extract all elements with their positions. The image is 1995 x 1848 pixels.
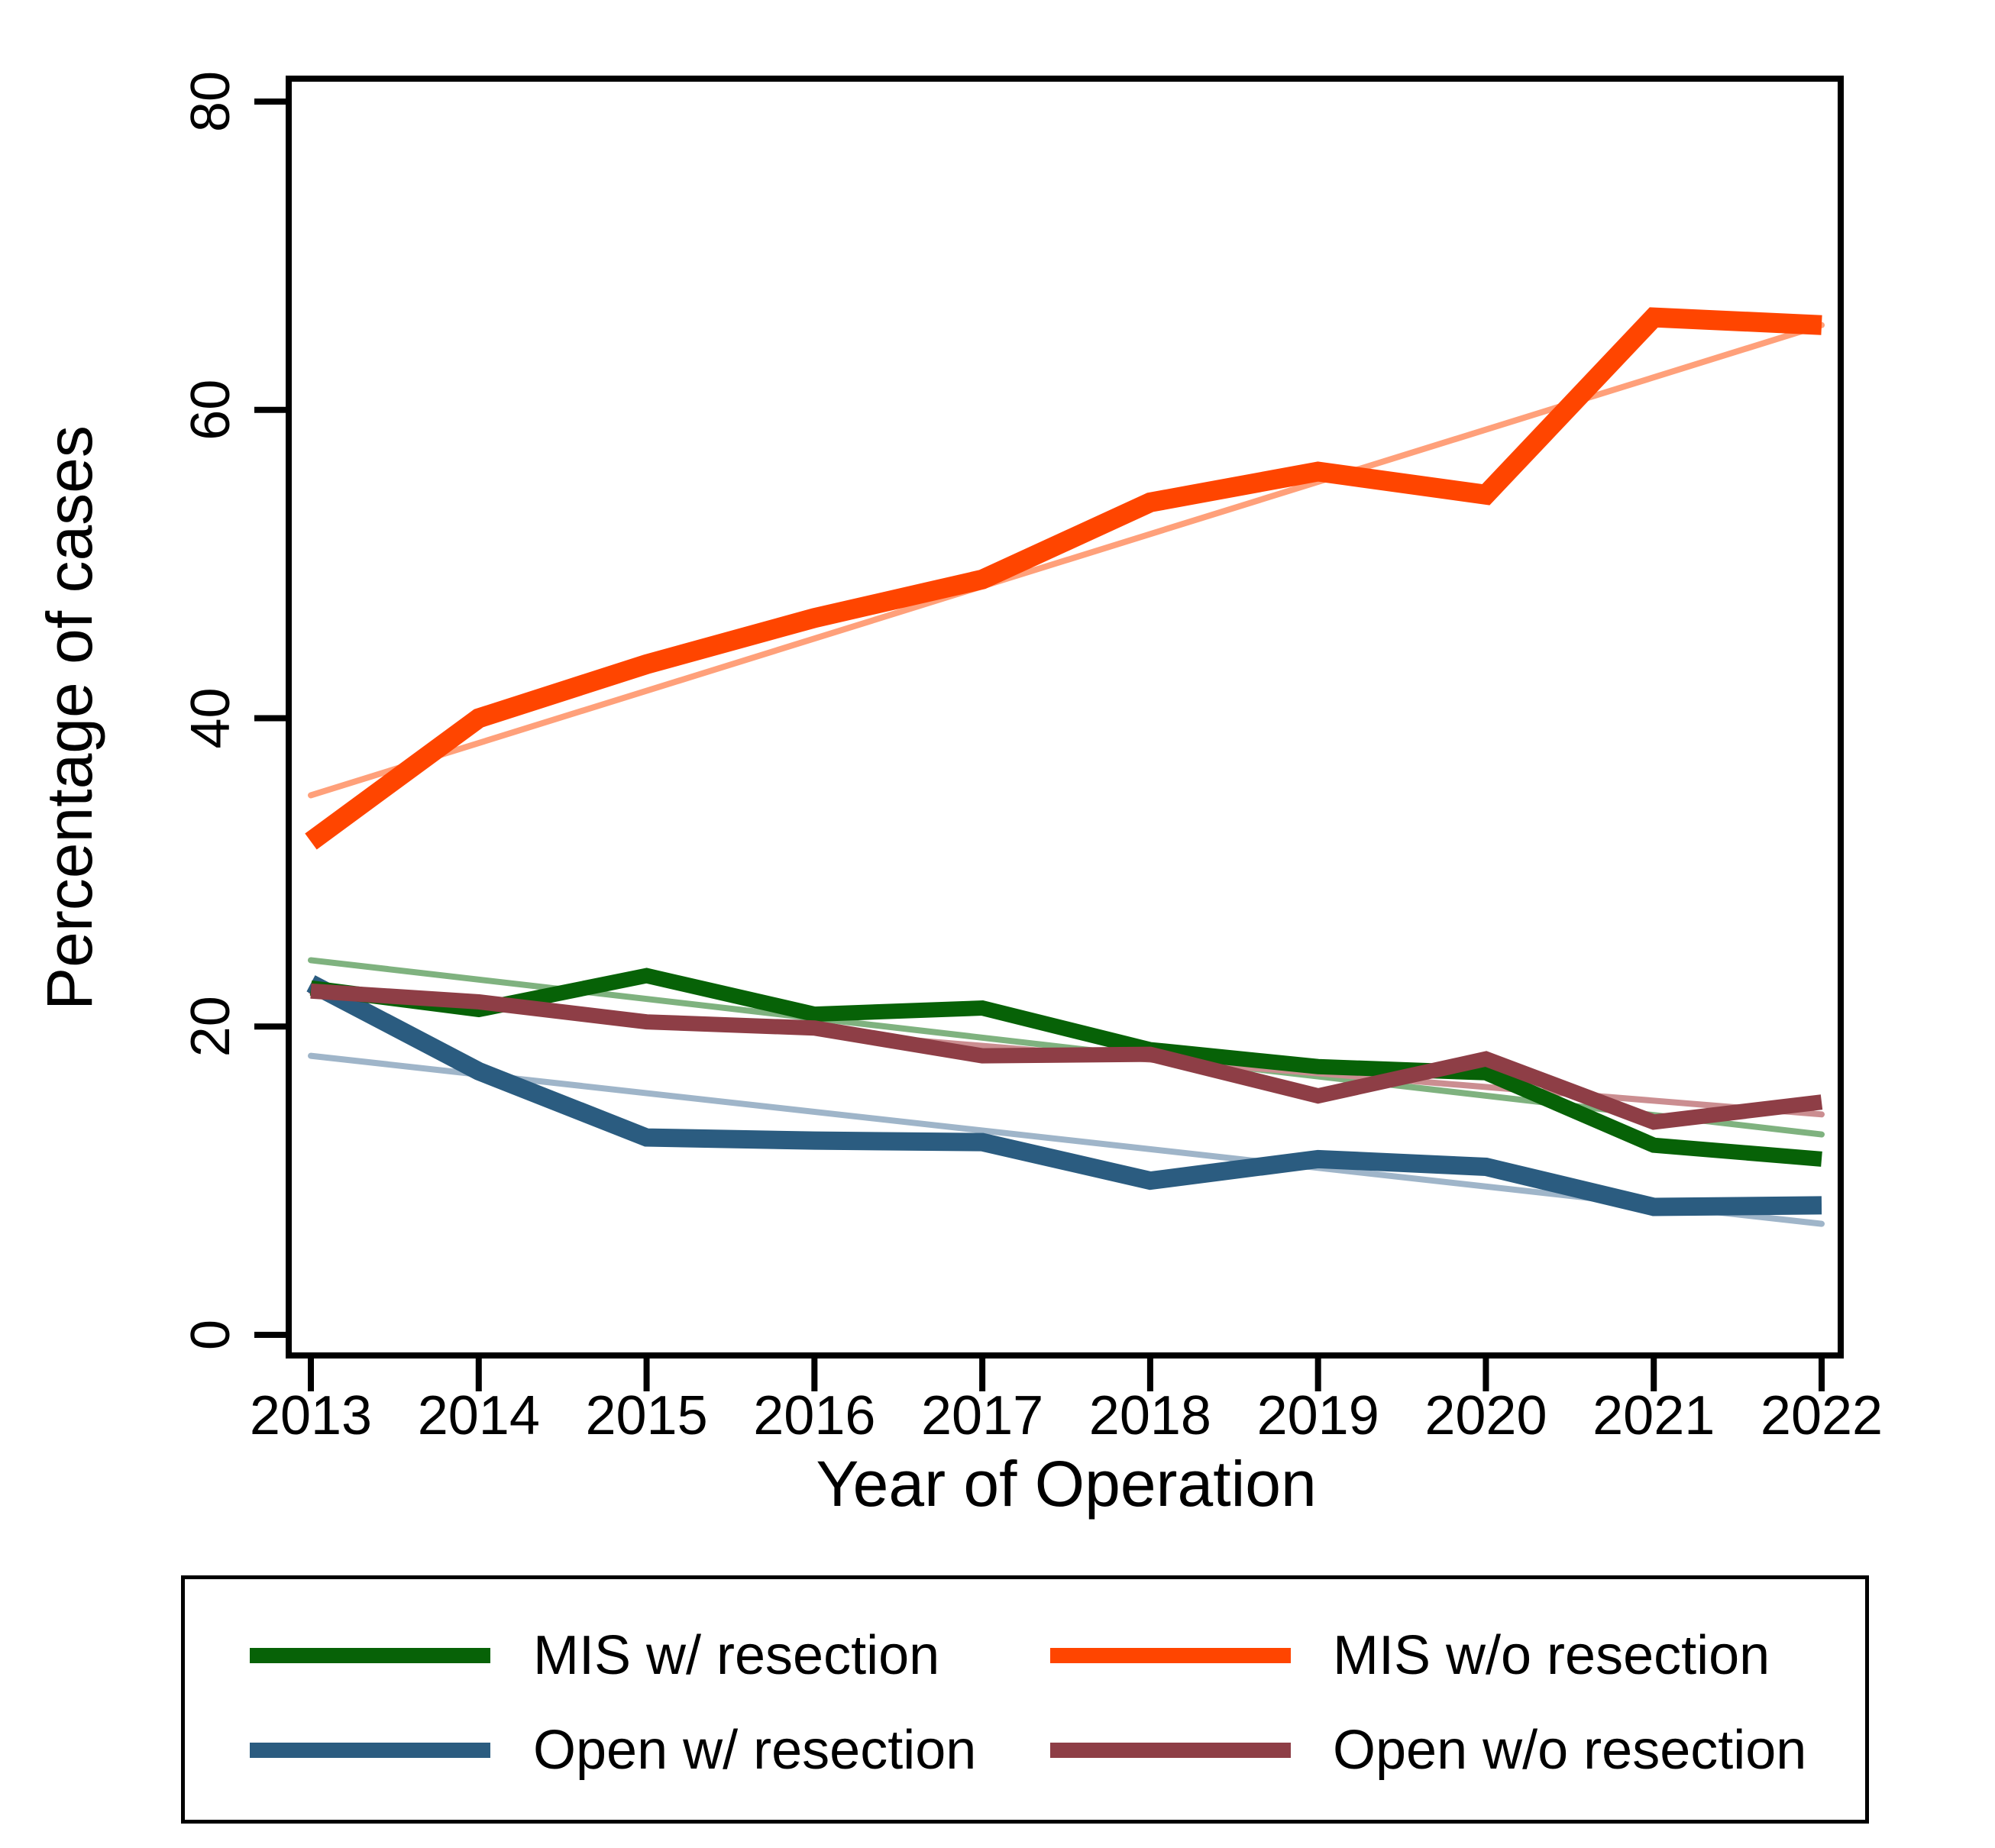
series-line-mis-w-resection	[309, 968, 1822, 1167]
y-tick-label: 0	[180, 1320, 241, 1350]
series-line-mis-w-o-resection	[305, 307, 1822, 850]
legend-swatch-open-w-resection	[250, 1743, 490, 1758]
x-tick-label: 2020	[1424, 1385, 1547, 1446]
legend: MIS w/ resection MIS w/o resection Open w/…	[181, 1575, 1869, 1824]
x-tick-label: 2016	[753, 1385, 875, 1446]
x-axis-title: Year of Operation	[816, 1448, 1316, 1520]
x-tick-label: 2021	[1592, 1385, 1715, 1446]
x-tick-label: 2015	[585, 1385, 707, 1446]
trend-line-mis-w-o-resection	[308, 321, 1825, 799]
y-tick-label: 20	[180, 996, 241, 1057]
y-tick-label: 80	[180, 71, 241, 132]
axis-tick-labels-group: 0 20 40 60 80 2013 2014 2015 2016 2017 2018 2019 202…	[180, 71, 1883, 1446]
x-tick-label: 2018	[1089, 1385, 1211, 1446]
legend-label-mis-w-o-resection: MIS w/o resection	[1333, 1625, 1770, 1686]
series-line-open-w-o-resection	[310, 983, 1823, 1130]
legend-label-open-w-o-resection: Open w/o resection	[1333, 1720, 1807, 1781]
x-tick-label: 2022	[1761, 1385, 1883, 1446]
x-tick-label: 2019	[1257, 1385, 1379, 1446]
legend-swatch-mis-w-resection	[250, 1648, 490, 1663]
trend-line-mis-w-resection	[308, 957, 1825, 1138]
legend-label-open-w-resection: Open w/ resection	[533, 1720, 977, 1781]
y-axis-title: Percentage of cases	[34, 425, 105, 1010]
legend-swatch-mis-w-o-resection	[1050, 1648, 1291, 1663]
x-tick-label: 2014	[418, 1385, 540, 1446]
x-tick-label: 2013	[250, 1385, 372, 1446]
x-tick-label: 2017	[921, 1385, 1043, 1446]
series-lines-group	[305, 307, 1823, 1216]
y-tick-label: 40	[180, 687, 241, 748]
series-line-open-w-resection	[306, 975, 1822, 1216]
legend-label-mis-w-resection: MIS w/ resection	[533, 1625, 940, 1686]
legend-swatch-open-w-o-resection	[1050, 1743, 1291, 1758]
y-tick-label: 60	[180, 380, 241, 441]
axis-ticks-group	[254, 99, 1825, 1391]
